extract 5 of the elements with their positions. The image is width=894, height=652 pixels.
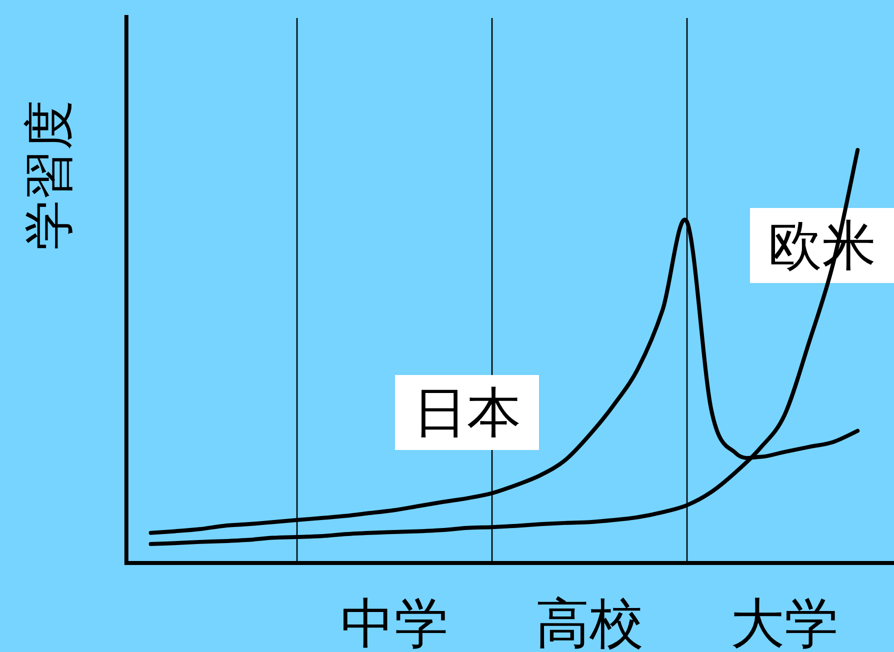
series-label: 日本 bbox=[413, 381, 521, 444]
x-tick-label: 中学 bbox=[340, 592, 449, 652]
x-tick-label: 大学 bbox=[730, 592, 839, 652]
x-tick-label: 高校 bbox=[536, 592, 644, 652]
y-axis-title: 学習度 bbox=[20, 100, 78, 250]
